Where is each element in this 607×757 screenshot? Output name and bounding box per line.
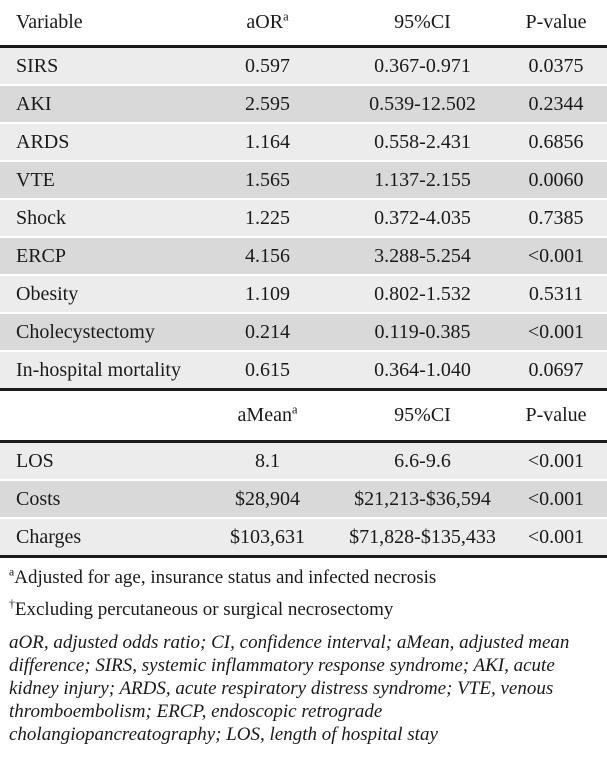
cell-ci: 0.558-2.431 (374, 130, 471, 153)
cell-pvalue: 0.2344 (528, 92, 584, 115)
cell-ci: 0.539-12.502 (369, 92, 476, 115)
cell-pvalue: 0.7385 (528, 206, 584, 229)
table-row: In-hospital mortality 0.615 0.364-1.040 0.0… (0, 352, 607, 388)
cell-ci: 0.367-0.971 (374, 54, 471, 77)
cell-variable: SIRS (16, 54, 59, 77)
cell-pvalue: <0.001 (527, 525, 585, 548)
cell-value: 1.565 (245, 168, 290, 191)
cell-ci: $71,828-$135,433 (349, 525, 496, 548)
footnote-exclusion: †Excluding percutaneous or surgical necr… (9, 597, 597, 622)
cell-value: 0.214 (245, 320, 290, 343)
footnote-abbreviations: aOR, adjusted odds ratio; CI, confidence… (9, 631, 570, 746)
cell-pvalue: <0.001 (527, 487, 585, 510)
cell-variable: Costs (16, 487, 61, 510)
table-row: Charges $103,631 $71,828-$135,433 <0.001 (0, 519, 607, 555)
table-row: Shock 1.225 0.372-4.035 0.7385 (0, 200, 607, 238)
footnote-adjustment: aAdjusted for age, insurance status and … (9, 565, 597, 590)
cell-pvalue: <0.001 (527, 320, 585, 343)
table-row: Cholecystectomy 0.214 0.119-0.385 <0.001 (0, 314, 607, 352)
table-row: ERCP 4.156 3.288-5.254 <0.001 (0, 238, 607, 276)
col-header-aor-label: aOR (246, 11, 284, 33)
cell-pvalue: <0.001 (527, 244, 585, 267)
footnotes: aAdjusted for age, insurance status and … (0, 558, 607, 746)
col-header-ci-2: 95%CI (394, 404, 451, 426)
cell-pvalue: <0.001 (527, 449, 585, 472)
cell-value: 1.109 (245, 282, 290, 305)
col-header-ci: 95%CI (394, 11, 451, 33)
cell-value: 4.156 (245, 244, 290, 267)
cell-value: 1.164 (245, 130, 290, 153)
col-header-variable: Variable (16, 11, 83, 33)
cell-pvalue: 0.0060 (528, 168, 584, 191)
table-row: LOS 8.1 6.6-9.6 <0.001 (0, 443, 607, 481)
cell-pvalue: 0.0375 (528, 54, 584, 77)
cell-variable: AKI (16, 92, 52, 115)
adjusted-mean-table-header-row: aMeana 95%CI P-value (0, 391, 607, 443)
cell-variable: LOS (16, 449, 54, 472)
cell-ci: 3.288-5.254 (374, 244, 471, 267)
cell-ci: 0.372-4.035 (374, 206, 471, 229)
cell-variable: VTE (16, 168, 55, 191)
cell-variable: Obesity (16, 282, 79, 305)
footnote-adjustment-marker: a (9, 565, 15, 579)
cell-pvalue: 0.5311 (528, 282, 584, 305)
cell-ci: 0.364-1.040 (374, 358, 471, 381)
cell-ci: $21,213-$36,594 (354, 487, 491, 510)
cell-variable: Cholecystectomy (16, 320, 155, 343)
cell-value: 2.595 (245, 92, 290, 115)
footnote-adjustment-text: Adjusted for age, insurance status and i… (14, 567, 437, 588)
table-row: Costs $28,904 $21,213-$36,594 <0.001 (0, 481, 607, 519)
table-row: VTE 1.565 1.137-2.155 0.0060 (0, 162, 607, 200)
table-row: SIRS 0.597 0.367-0.971 0.0375 (0, 48, 607, 86)
cell-ci: 0.802-1.532 (374, 282, 471, 305)
cell-variable: ERCP (16, 244, 67, 267)
col-header-pvalue-2: P-value (525, 404, 587, 426)
aor-superscript: a (283, 9, 289, 24)
col-header-amean: aMeana (195, 402, 340, 427)
odds-ratio-table-header-row: Variable aORa 95%CI P-value (0, 0, 607, 48)
cell-value: 8.1 (255, 449, 280, 472)
cell-value: $28,904 (235, 487, 300, 510)
cell-variable: In-hospital mortality (16, 358, 181, 381)
amean-superscript: a (291, 402, 298, 417)
odds-ratio-table-body: SIRS 0.597 0.367-0.971 0.0375 AKI 2.595 0.539-… (0, 48, 607, 391)
cell-value: 1.225 (245, 206, 290, 229)
col-header-pvalue: P-value (525, 11, 587, 33)
col-header-amean-label: aMean (237, 404, 292, 426)
cell-variable: Charges (16, 525, 82, 548)
cell-variable: Shock (16, 206, 66, 229)
cell-value: $103,631 (230, 525, 305, 548)
cell-pvalue: 0.0697 (528, 358, 584, 381)
table-row: ARDS 1.164 0.558-2.431 0.6856 (0, 124, 607, 162)
cell-variable: ARDS (16, 130, 70, 153)
cell-ci: 6.6-9.6 (394, 449, 451, 472)
cell-pvalue: 0.6856 (528, 130, 584, 153)
cell-ci: 0.119-0.385 (374, 320, 471, 343)
footnote-exclusion-text: Excluding percutaneous or surgical necro… (14, 598, 394, 620)
cell-value: 0.597 (245, 54, 290, 77)
cell-ci: 1.137-2.155 (374, 168, 471, 191)
col-header-aor: aORa (195, 9, 340, 34)
adjusted-mean-table-body: LOS 8.1 6.6-9.6 <0.001 Costs $28,904 $21,213-$… (0, 443, 607, 558)
cell-value: 0.615 (245, 358, 290, 381)
footnote-exclusion-marker: † (9, 597, 15, 611)
table-row: AKI 2.595 0.539-12.502 0.2344 (0, 86, 607, 124)
table-row: Obesity 1.109 0.802-1.532 0.5311 (0, 276, 607, 314)
